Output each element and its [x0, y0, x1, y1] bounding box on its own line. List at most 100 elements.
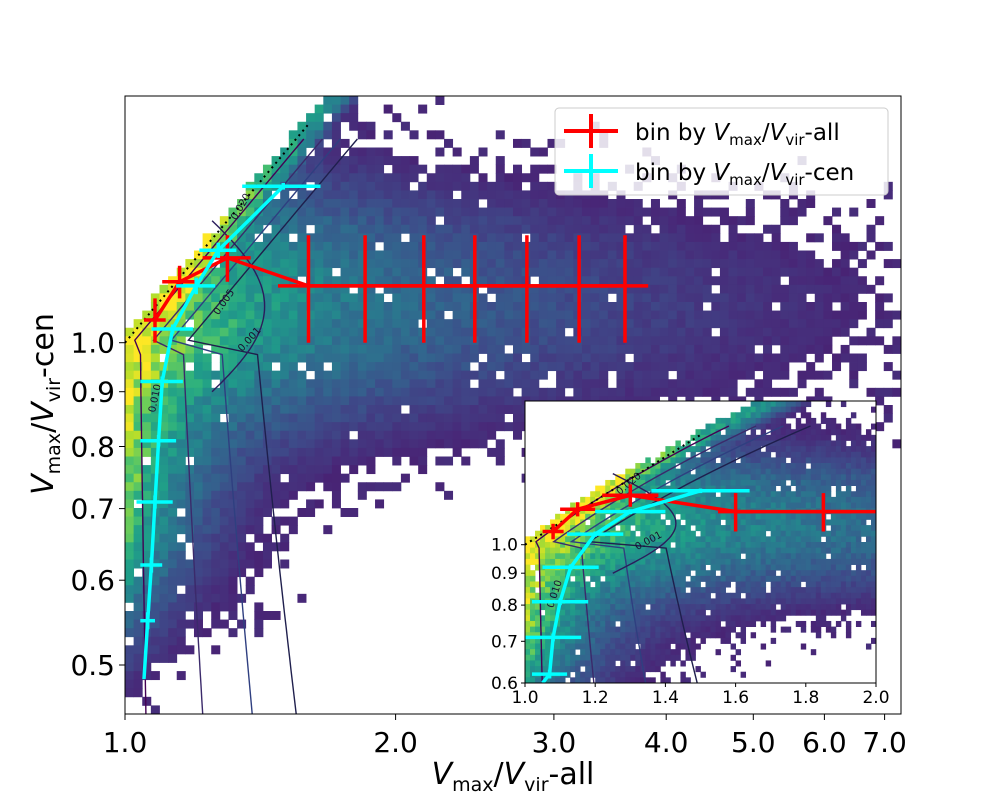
hist-cell: [615, 581, 621, 588]
hist-cell: [545, 660, 551, 667]
hist-cell: [780, 604, 787, 611]
hist-cell: [642, 353, 652, 363]
hist-cell: [573, 387, 583, 397]
hist-cell: [400, 173, 410, 183]
hist-cell: [605, 598, 611, 605]
hist-cell: [323, 293, 333, 303]
hist-cell: [383, 310, 393, 320]
hist-cell: [590, 519, 596, 526]
hist-cell: [228, 465, 238, 475]
hist-cell: [775, 598, 782, 605]
hist-cell: [780, 310, 790, 320]
hist-cell: [150, 413, 160, 423]
hist-cell: [705, 530, 711, 537]
hist-cell: [650, 615, 656, 622]
hist-cell: [735, 649, 742, 656]
hist-cell: [780, 216, 790, 226]
hist-cell: [806, 310, 816, 320]
hist-cell: [349, 387, 359, 397]
hist-cell: [538, 362, 548, 372]
hist-cell: [357, 439, 367, 449]
hist-cell: [702, 241, 712, 251]
hist-cell: [168, 636, 178, 646]
hist-cell: [625, 649, 631, 656]
hist-cell: [288, 327, 298, 337]
hist-cell: [375, 164, 385, 174]
hist-cell: [770, 525, 777, 532]
hist-cell: [487, 302, 497, 311]
hist-cell: [306, 319, 316, 329]
hist-cell: [125, 508, 135, 517]
hist-cell: [694, 224, 704, 234]
hist-cell: [750, 474, 757, 481]
hist-cell: [600, 660, 606, 667]
hist-cell: [288, 156, 298, 166]
hist-cell: [790, 558, 797, 565]
hist-cell: [763, 302, 773, 311]
hist-cell: [770, 547, 777, 554]
hist-cell: [800, 406, 807, 413]
hist-cell: [735, 468, 742, 475]
hist-cell: [710, 463, 716, 470]
hist-cell: [504, 405, 514, 414]
hist-cell: [331, 319, 341, 329]
hist-cell: [211, 233, 221, 243]
hist-cell: [245, 362, 255, 372]
hist-cell: [610, 502, 616, 509]
hist-cell: [680, 626, 686, 633]
hist-cell: [685, 250, 695, 260]
hist-cell: [620, 558, 626, 565]
hist-cell: [660, 525, 666, 532]
hist-cell: [288, 387, 298, 397]
hist-cell: [228, 207, 238, 217]
hist-cell: [702, 259, 712, 269]
hist-cell: [133, 422, 143, 432]
hist-cell: [775, 553, 782, 560]
hist-cell: [573, 370, 583, 380]
hist-cell: [349, 370, 359, 380]
hist-cell: [785, 536, 792, 543]
x-axis-label: Vmax/Vvir-all: [432, 757, 595, 796]
hist-cell: [615, 626, 621, 633]
hist-cell: [530, 327, 540, 337]
hist-cell: [211, 405, 221, 414]
hist-cell: [314, 302, 324, 311]
hist-cell: [815, 468, 822, 475]
hist-cell: [245, 413, 255, 423]
hist-cell: [765, 412, 772, 419]
hist-cell: [690, 553, 696, 560]
hist-cell: [538, 181, 548, 191]
hist-cell: [607, 259, 617, 269]
hist-cell: [375, 353, 385, 363]
hist-cell: [745, 502, 752, 509]
hist-cell: [383, 370, 393, 380]
hist-cell: [168, 319, 178, 329]
hist-cell: [288, 207, 298, 217]
hist-cell: [640, 660, 646, 667]
hist-cell: [426, 190, 436, 200]
hist-cell: [610, 587, 616, 594]
hist-cell: [771, 250, 781, 260]
hist-cell: [725, 457, 731, 464]
hist-cell: [418, 164, 428, 174]
hist-cell: [565, 643, 571, 650]
hist-cell: [785, 463, 792, 470]
hist-cell: [780, 519, 787, 526]
hist-cell: [690, 530, 696, 537]
hist-cell: [452, 284, 462, 294]
hist-cell: [323, 327, 333, 337]
hist-cell: [633, 293, 643, 303]
hist-cell: [849, 319, 859, 329]
hist-cell: [765, 479, 772, 486]
hist-cell: [150, 533, 160, 543]
hist-cell: [331, 164, 341, 174]
hist-cell: [452, 181, 462, 191]
hist-cell: [675, 496, 681, 503]
hist-cell: [780, 564, 787, 571]
hist-cell: [150, 456, 160, 466]
hist-cell: [740, 479, 747, 486]
hist-cell: [306, 267, 316, 277]
hist-cell: [814, 353, 824, 363]
hist-cell: [735, 592, 742, 599]
hist-cell: [642, 207, 652, 217]
